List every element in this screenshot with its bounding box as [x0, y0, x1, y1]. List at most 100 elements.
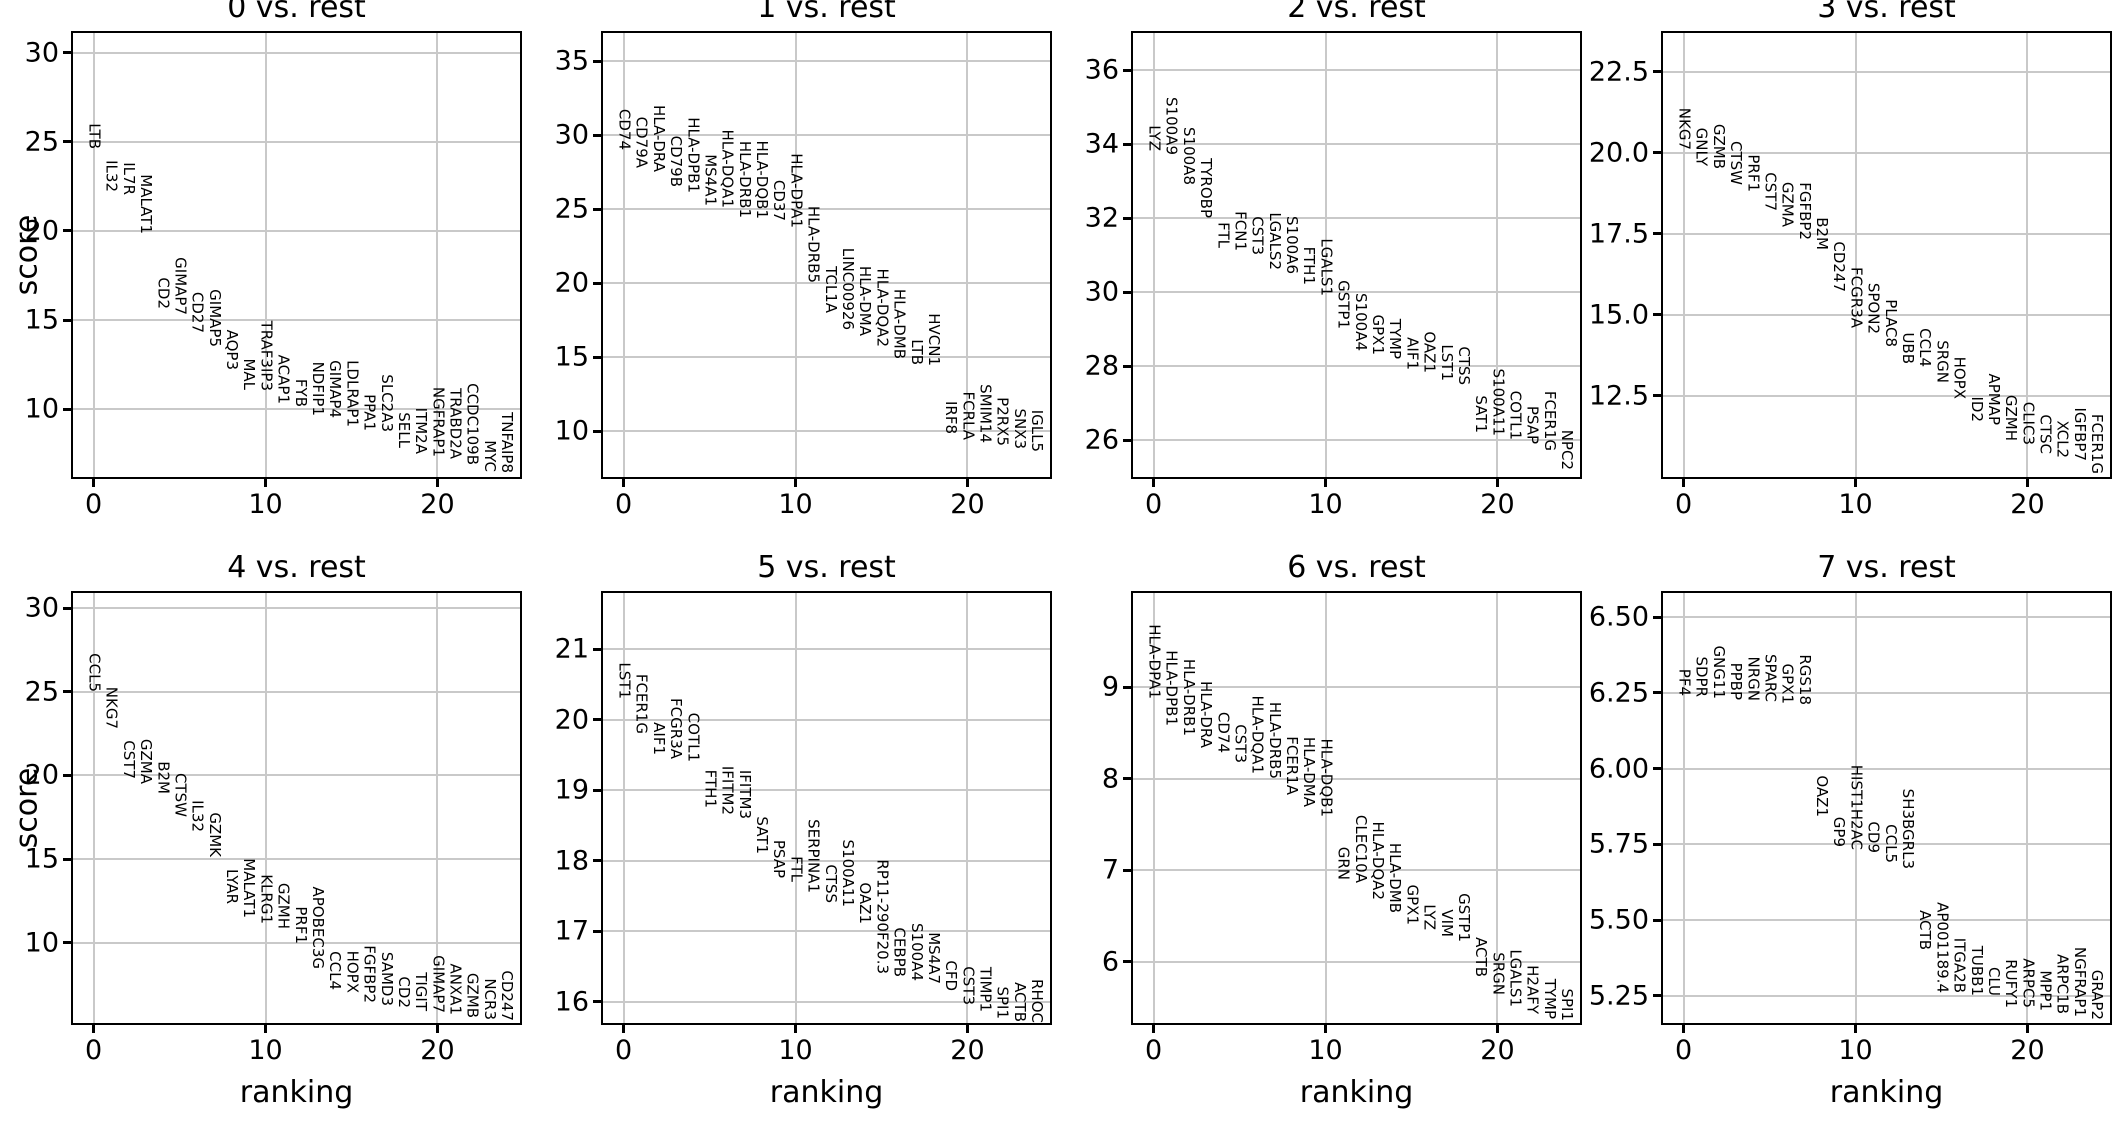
y-tick-mark: [593, 1000, 603, 1004]
y-tick-label: 16: [554, 986, 589, 1018]
gridline-y: [73, 607, 520, 610]
gene-label: FGFBP2: [360, 945, 379, 1003]
x-axis-label-ranking: ranking: [239, 1075, 354, 1110]
x-tick-label: 10: [248, 489, 283, 520]
gridline-y: [603, 430, 1050, 433]
y-tick-mark: [1653, 615, 1663, 619]
gene-label: OAZ1: [1813, 775, 1832, 818]
gene-label: PLAC8: [1881, 299, 1900, 348]
y-tick-mark: [1653, 313, 1663, 317]
gene-label: GZMK: [205, 812, 224, 858]
y-tick-mark: [63, 606, 73, 610]
gene-label: CST3: [959, 966, 978, 1006]
y-tick-label: 20: [24, 759, 59, 791]
gridline-y: [1663, 313, 2110, 316]
x-tick-mark: [1152, 1023, 1156, 1033]
y-tick-label: 10: [554, 415, 589, 447]
gridline-x: [264, 33, 267, 477]
gene-label: AP001189.4: [1933, 901, 1952, 993]
gene-label: HLA-DRB5: [1265, 701, 1284, 779]
y-tick-mark: [1123, 960, 1133, 964]
gene-label: MS4A7: [924, 932, 943, 985]
gene-label: IGFBP7: [2070, 407, 2089, 461]
x-axis-label-ranking: ranking: [1299, 1075, 1414, 1110]
gene-label: CD247: [1830, 241, 1849, 293]
gene-label: GZMH: [2002, 395, 2021, 442]
gridline-x: [966, 33, 969, 477]
gene-label: KLRG1: [257, 874, 276, 925]
gridline-y: [73, 408, 520, 411]
x-tick-mark: [435, 1023, 439, 1033]
x-tick-label: 10: [1838, 1035, 1873, 1066]
y-tick-label: 25: [24, 676, 59, 708]
gene-label: TNFAIP8: [498, 412, 517, 474]
gene-label: LGALS1: [1317, 238, 1336, 296]
gene-label: SAMD3: [377, 952, 396, 1007]
gene-label: CD74: [1214, 711, 1233, 754]
x-tick-mark: [794, 1023, 798, 1033]
gene-label: LDLRAP1: [343, 360, 362, 428]
gene-label: LYAR: [223, 869, 242, 905]
y-tick-label: 8: [1101, 763, 1119, 795]
subplot-1: 1 vs. rest 10 15 20 25 30 35 0 10 20 CD74 CD79A HLA-…: [555, 0, 1052, 520]
gene-label: LYZ: [1420, 903, 1439, 930]
y-tick-mark: [63, 140, 73, 144]
gridline-y: [1663, 616, 2110, 619]
gene-label: TYMP: [1540, 979, 1559, 1020]
gene-label: ANXA1: [446, 963, 465, 1015]
gene-label: TUBB1: [1967, 945, 1986, 996]
y-tick-label: 12.5: [1588, 380, 1649, 412]
gene-label: HLA-DQB1: [753, 140, 772, 220]
gene-label: GIMAP5: [205, 288, 224, 347]
gene-label: GPX1: [1403, 884, 1422, 926]
gene-label: S100A6: [1283, 215, 1302, 274]
y-tick-label: 7: [1101, 854, 1119, 886]
gene-label: IFITM3: [735, 769, 754, 819]
gridline-y: [603, 789, 1050, 792]
y-tick-mark: [593, 133, 603, 137]
gene-label: HOPX: [1950, 356, 1969, 400]
gridline-x: [1496, 593, 1499, 1023]
x-tick-label: 20: [950, 1035, 985, 1066]
gridline-y: [603, 208, 1050, 211]
gridline-x: [966, 593, 969, 1023]
gene-label: HVCN1: [924, 313, 943, 366]
gridline-y: [1133, 960, 1580, 963]
gene-label: MPP1: [2036, 970, 2055, 1011]
y-tick-label: 30: [24, 37, 59, 69]
gene-label: NGFRAP1: [429, 387, 448, 458]
gene-label: CD79B: [667, 135, 686, 187]
x-tick-mark: [1495, 1023, 1499, 1033]
x-tick-label: 20: [420, 1035, 455, 1066]
gene-label: S100A9: [1162, 97, 1181, 156]
y-tick-mark: [1123, 685, 1133, 689]
gridline-x: [92, 593, 95, 1023]
gridline-y: [1133, 291, 1580, 293]
y-tick-label: 20: [554, 704, 589, 736]
gene-label: HLA-DRA: [1197, 680, 1216, 748]
gene-label: ITGA2B: [1950, 937, 1969, 993]
gene-label: APMAP: [1984, 373, 2003, 426]
gene-label: CTSS: [1454, 345, 1473, 385]
gene-label: CD9: [1864, 821, 1883, 854]
x-tick-mark: [965, 477, 969, 487]
gridline-y: [1663, 994, 2110, 997]
y-tick-label: 20: [554, 267, 589, 299]
gene-label: SDPR: [1692, 656, 1711, 698]
x-tick-mark: [435, 477, 439, 487]
y-tick-label: 20.0: [1588, 137, 1649, 169]
y-tick-label: 20: [24, 215, 59, 247]
y-tick-label: 9: [1101, 671, 1119, 703]
gene-label: NDFIP1: [309, 361, 327, 417]
gridline-x: [1682, 33, 1685, 477]
gridline-x: [1324, 593, 1327, 1023]
x-tick-mark: [965, 1023, 969, 1033]
gene-label: LGALS1: [1506, 948, 1525, 1007]
gene-label: RHOC: [1028, 979, 1047, 1023]
gene-label: COTL1: [1506, 390, 1525, 440]
y-tick-label: 10: [24, 393, 59, 425]
gene-label: HLA-DQA1: [1248, 695, 1267, 775]
gridline-x: [2026, 33, 2029, 477]
gridline-x: [794, 33, 797, 477]
y-tick-label: 15: [24, 843, 59, 875]
